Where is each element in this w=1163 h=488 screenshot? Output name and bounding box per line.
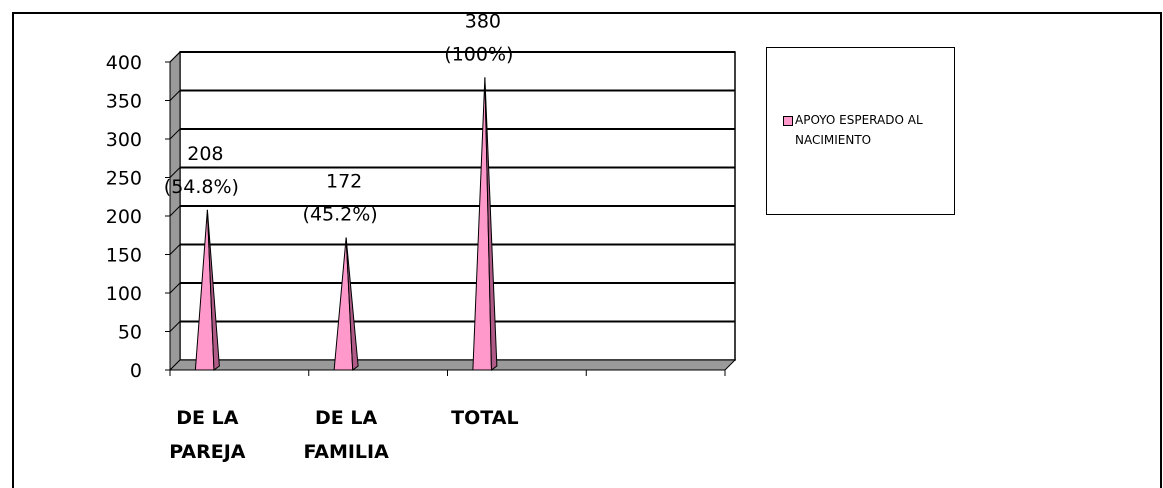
bar-cone-shade	[206, 209, 220, 371]
data-label-percent: (100%)	[444, 43, 513, 65]
y-tick-label: 0	[130, 360, 142, 382]
y-tick-label: 300	[106, 129, 142, 151]
y-tick-label: 400	[106, 52, 142, 74]
y-tick-label: 100	[106, 283, 142, 305]
data-label-value: 380	[465, 10, 501, 32]
gridline-side	[169, 90, 181, 101]
x-tick-label: DE LA	[315, 407, 377, 429]
plot-floor	[168, 359, 737, 371]
gridline-side	[169, 282, 181, 294]
gridline-side	[169, 51, 181, 63]
legend-label: APOYO ESPERADO AL NACIMIENTO	[795, 113, 923, 147]
gridline-side	[169, 244, 181, 255]
data-label-value: 172	[326, 171, 362, 193]
chart-frame	[12, 12, 1162, 488]
y-tick-label: 250	[106, 168, 142, 190]
data-label-percent: (54.8%)	[164, 176, 239, 198]
gridline-side	[169, 205, 181, 217]
x-tick-label: PAREJA	[169, 441, 246, 463]
x-tick-label: DE LA	[176, 407, 238, 429]
y-tick-label: 200	[106, 206, 142, 228]
x-tick-label: FAMILIA	[303, 441, 389, 463]
gridline-side	[169, 128, 181, 140]
gridline-side	[169, 321, 181, 332]
y-tick-label: 50	[118, 322, 142, 344]
bar-cone-shade	[484, 77, 498, 371]
y-tick-label: 150	[106, 245, 142, 267]
x-tick-label: TOTAL	[451, 407, 518, 429]
gridline-side	[169, 167, 181, 178]
y-tick-label: 350	[106, 91, 142, 113]
data-label-percent: (45.2%)	[303, 204, 378, 226]
data-label-value: 208	[187, 143, 223, 165]
legend-swatch	[783, 116, 793, 126]
chart-legend: APOYO ESPERADO AL NACIMIENTO	[766, 47, 955, 215]
bar-cone-shade	[345, 237, 359, 371]
